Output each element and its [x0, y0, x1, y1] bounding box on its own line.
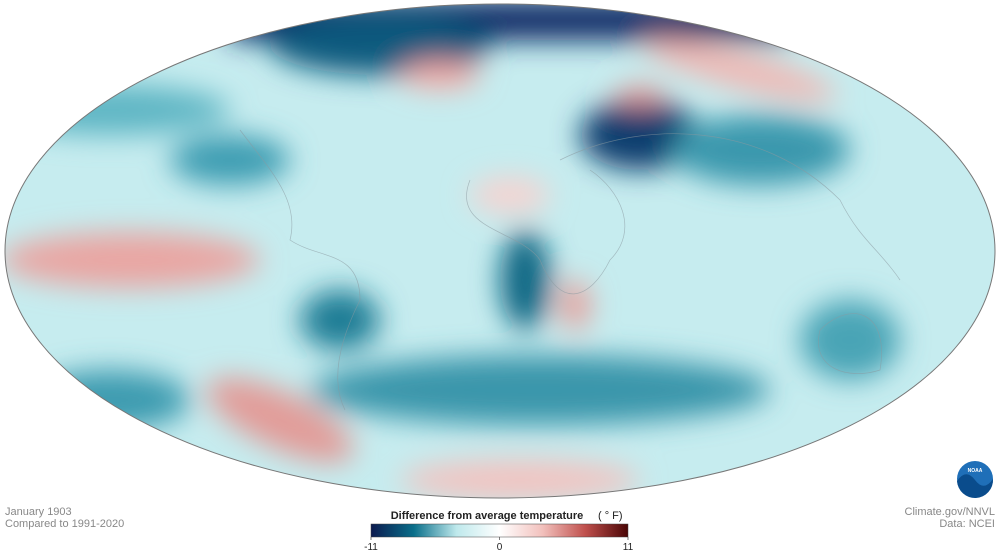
credit-source: Climate.gov/NNVL	[905, 506, 995, 518]
legend-unit: ( ° F)	[598, 510, 623, 522]
colorbar-tick-label: 0	[497, 542, 503, 553]
colorbar	[370, 523, 629, 538]
colorbar-tick-label: -11	[364, 542, 378, 553]
colorbar-tick-label: 11	[623, 542, 634, 553]
credit-data: Data: NCEI	[939, 518, 995, 530]
caption-date: January 1903	[5, 506, 72, 518]
noaa-logo: NOAA	[957, 461, 994, 499]
caption-baseline: Compared to 1991-2020	[5, 518, 124, 530]
globe-outline	[4, 3, 996, 499]
legend-title: Difference from average temperature	[391, 510, 584, 522]
logo-text: NOAA	[968, 468, 983, 474]
anomaly-map	[5, 4, 995, 498]
